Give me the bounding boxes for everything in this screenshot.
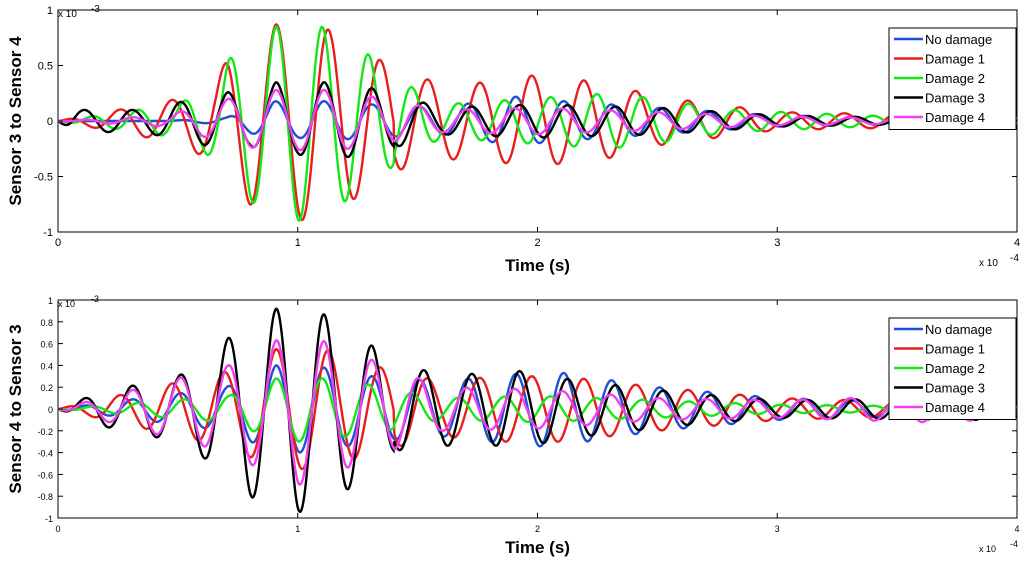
y-tick-label: 1	[48, 296, 53, 306]
x-tick-label: 4	[1014, 237, 1020, 249]
y-exponent: -3	[91, 4, 100, 15]
plot-area	[57, 9, 1018, 233]
y-tick-label: 0.4	[40, 361, 53, 371]
y-tick-label: 0.8	[40, 318, 53, 328]
y-tick-label: 0.5	[38, 61, 53, 73]
plot-area	[57, 299, 1018, 519]
series-line-damage-2	[58, 377, 1017, 443]
y-tick-label: 0.6	[40, 340, 53, 350]
legend-label: Damage 2	[925, 361, 985, 376]
chart-2: 0 1 2 3 4 -1 -0.8 -0.6 -0.4 -0.2 0 0.2 0.4 0.6 0.8 1 x 1…	[6, 294, 1020, 557]
x-axis-label: Time (s)	[505, 256, 570, 275]
legend-label: Damage 3	[925, 381, 985, 396]
legend: No damage Damage 1 Damage 2 Damage 3 Damage …	[888, 27, 1017, 130]
y-tick-label: -0.6	[37, 470, 53, 480]
y-tick-label: -1	[43, 227, 53, 239]
y-axis-label: Sensor 3 to Sensor 4	[6, 36, 25, 206]
legend-label: No damage	[925, 32, 992, 47]
legend-label: Damage 1	[925, 342, 985, 357]
series-line-damage-1	[58, 23, 1017, 222]
chart-1: 0 1 2 3 4 -1 -0.5 0 0.5 1 x 10 -3 x 10 -4 Time (s) Sens…	[6, 4, 1020, 275]
series-group	[58, 307, 1017, 514]
x-tick-label: 1	[295, 237, 301, 249]
y-tick-label: 1	[47, 5, 53, 17]
x-tick-label: 0	[55, 524, 60, 534]
series-line-damage-1	[58, 347, 1017, 471]
legend-label: Damage 4	[925, 110, 985, 125]
y-axis-label: Sensor 4 to Sensor 3	[6, 324, 25, 493]
x-multiplier: x 10	[979, 544, 996, 554]
y-multiplier: x 10	[58, 9, 77, 20]
series-group	[58, 23, 1017, 222]
y-exponent: -3	[91, 294, 99, 304]
y-tick-label: -0.8	[37, 492, 53, 502]
legend-label: Damage 3	[925, 91, 985, 106]
x-tick-label: 1	[295, 524, 300, 534]
x-tick-label: 0	[55, 237, 61, 249]
legend-label: Damage 1	[925, 52, 985, 67]
legend-label: Damage 4	[925, 400, 985, 415]
x-tick-label: 2	[535, 524, 540, 534]
x-multiplier: x 10	[979, 258, 998, 269]
x-tick-label: 3	[774, 237, 780, 249]
legend-label: Damage 2	[925, 71, 985, 86]
y-tick-label: 0.2	[40, 383, 53, 393]
y-multiplier: x 10	[58, 299, 75, 309]
series-line-damage-4	[58, 88, 1017, 152]
y-tick-label: 0	[47, 116, 53, 128]
series-line-damage-4	[58, 338, 1017, 486]
y-tick-label: -0.2	[37, 427, 53, 437]
x-exponent: -4	[1010, 539, 1018, 549]
x-axis-label: Time (s)	[505, 538, 570, 557]
series-line-damage-2	[58, 25, 1017, 222]
y-tick-label: 0	[48, 405, 53, 415]
x-exponent: -4	[1010, 253, 1019, 264]
legend: No damage Damage 1 Damage 2 Damage 3 Damage …	[888, 317, 1017, 420]
x-tick-label: 4	[1014, 524, 1019, 534]
y-tick-label: -1	[45, 514, 53, 524]
y-tick-label: -0.5	[34, 172, 53, 184]
x-tick-label: 2	[534, 237, 540, 249]
x-tick-label: 3	[775, 524, 780, 534]
y-tick-label: -0.4	[37, 449, 53, 459]
legend-label: No damage	[925, 322, 992, 337]
